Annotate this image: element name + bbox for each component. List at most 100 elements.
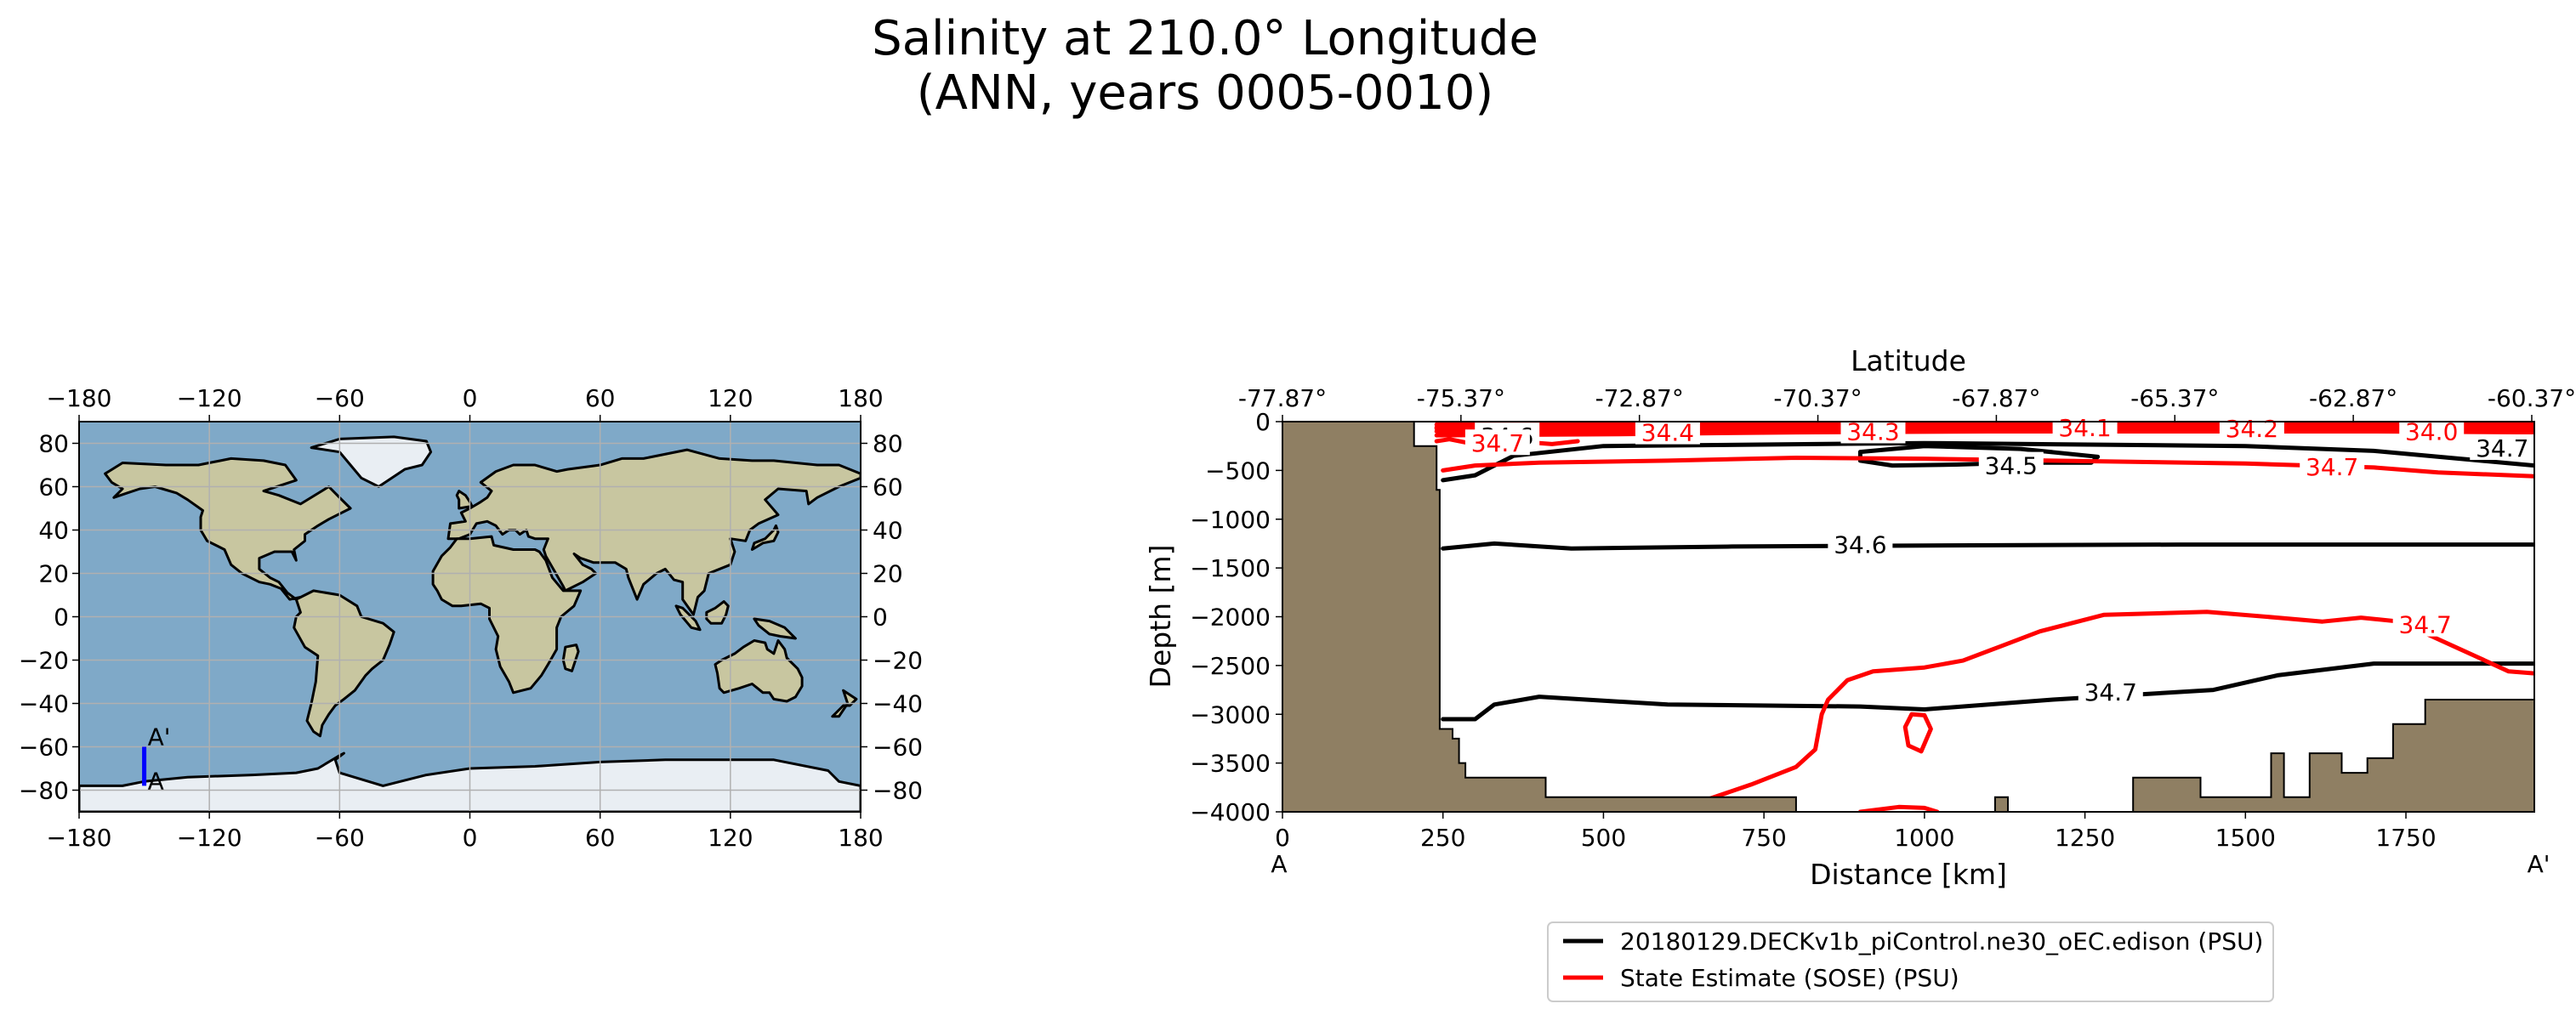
- map-landmass-north-america: [104, 456, 352, 601]
- map-right-tick-label: −80: [873, 777, 923, 805]
- contour-label-bg: [2219, 415, 2284, 441]
- map-right-tick-label: 0: [873, 604, 888, 632]
- top-tick-label: -75.37°: [1417, 384, 1505, 412]
- y-tick-label: −500: [1205, 456, 1271, 485]
- x-tick-label: 1250: [2055, 824, 2115, 852]
- obs-contour-label: 34.1: [2058, 414, 2111, 442]
- top-tick-label: -62.87°: [2309, 384, 2397, 412]
- top-tick-label: -70.37°: [1773, 384, 1862, 412]
- y-axis-label: Depth [m]: [1144, 545, 1177, 689]
- map-left-tick-label: 40: [38, 517, 69, 545]
- top-tick-label: -67.87°: [1952, 384, 2040, 412]
- model-contour-label: 34.5: [1985, 452, 2038, 480]
- obs-contour-label: 34.7: [1471, 429, 1524, 457]
- model-contour-label: 34.7: [2084, 678, 2137, 706]
- x-tick-label: 0: [1275, 824, 1290, 852]
- map-bottom-tick-label: −60: [315, 824, 365, 852]
- contour-label-bg: [1978, 451, 2044, 478]
- x-tick-label: 750: [1741, 824, 1786, 852]
- model-contour-label: 34.7: [2476, 434, 2528, 462]
- map-left-tick-label: −60: [19, 734, 69, 762]
- obs-contour-line: [1857, 804, 1940, 812]
- map-landmass-south-america: [293, 589, 395, 738]
- map-landmass-sumatra: [674, 604, 702, 632]
- figure-title-line2: (ANN, years 0005-0010): [917, 65, 1494, 121]
- contour-label-bg: [1635, 418, 1700, 445]
- map-landmass-eurasia: [446, 448, 861, 616]
- map-landmass-japan: [750, 524, 780, 551]
- map-landmass-borneo: [705, 600, 730, 625]
- map-bottom-tick-label: 0: [463, 824, 478, 852]
- obs-contour-line: [1434, 422, 2534, 427]
- map-right-tick-label: 80: [873, 430, 903, 458]
- map-top-tick-label: −120: [177, 384, 242, 412]
- map-right-tick-label: −40: [873, 690, 923, 718]
- map-bottom-tick-label: 180: [838, 824, 883, 852]
- contour-label-bg: [1464, 429, 1530, 456]
- y-tick-label: −1500: [1190, 554, 1271, 582]
- top-tick-label: -77.87°: [1238, 384, 1327, 412]
- map-panel: A' A −180 −180 −120 −120 −60 −60 0 0 60 60 120 120 18…: [19, 384, 923, 852]
- y-tick-label: −2500: [1190, 652, 1271, 680]
- top-tick-label: -60.37°: [2488, 384, 2576, 412]
- obs-contour-label: 34.7: [2399, 611, 2452, 639]
- model-contour-line: [1441, 541, 2534, 551]
- y-tick-label: −3500: [1190, 750, 1271, 778]
- contour-label-bg: [2078, 678, 2143, 704]
- model-contour-line: [1441, 661, 2534, 722]
- map-left-tick-label: −20: [19, 647, 69, 675]
- x-axis-label: Distance [km]: [1810, 858, 2007, 891]
- x-tick-label: 500: [1581, 824, 1626, 852]
- model-contour-line: [1441, 440, 2534, 483]
- obs-contour-label: 34.4: [1641, 419, 1694, 447]
- map-left-tick-label: 0: [54, 604, 69, 632]
- map-left-tick-label: 60: [38, 473, 69, 502]
- contour-label-bg: [1828, 530, 1893, 557]
- map-bottom-tick-label: 60: [585, 824, 616, 852]
- map-bottom-tick-label: −120: [177, 824, 242, 852]
- y-tick-label: −1000: [1190, 506, 1271, 534]
- map-right-tick-label: 60: [873, 473, 903, 502]
- map-ticks: −180 −180 −120 −120 −60 −60 0 0 60 60 120 120 180 180…: [19, 384, 923, 852]
- x-tick-label: 250: [1420, 824, 1465, 852]
- map-bottom-tick-label: −180: [47, 824, 112, 852]
- map-landmass-new-zealand: [831, 689, 858, 718]
- obs-contour-line: [1441, 456, 2534, 479]
- section-end-marker: A': [148, 723, 171, 751]
- top-tick-label: -65.37°: [2130, 384, 2219, 412]
- legend-entry-model: 20180129.DECKv1b_piControl.ne30_oEC.edis…: [1620, 927, 2263, 955]
- top-axis-label: Latitude: [1851, 344, 1966, 377]
- map-right-tick-label: 40: [873, 517, 903, 545]
- map-top-tick-label: 60: [585, 384, 616, 412]
- map-grid: [79, 422, 861, 812]
- obs-contour-label: 34.7: [2306, 453, 2358, 481]
- section-line: A' A: [142, 723, 171, 795]
- contour-label-bg: [2300, 452, 2365, 479]
- map-landmass-new-guinea: [753, 617, 797, 640]
- section-start-label: A: [1271, 850, 1287, 878]
- legend-entry-obs: State Estimate (SOSE) (PSU): [1620, 964, 1959, 992]
- map-landmass-greenland: [310, 435, 433, 488]
- map-top-tick-label: 0: [463, 384, 478, 412]
- section-end-label: A': [2528, 850, 2550, 878]
- y-tick-label: −2000: [1190, 604, 1271, 632]
- map-top-tick-label: 120: [708, 384, 753, 412]
- map-top-tick-label: −60: [315, 384, 365, 412]
- x-tick-label: 1750: [2375, 824, 2436, 852]
- section-start-marker: A: [148, 767, 164, 795]
- bathymetry-land: [1282, 422, 2534, 812]
- model-contour-label: 34.6: [1834, 531, 1886, 559]
- map-left-tick-label: 20: [38, 560, 69, 588]
- contour-label-bg: [2052, 413, 2118, 439]
- section-ticks: 0 250 500 750 1000 1250 1500 1750 0 −500 −1000 −150…: [1190, 384, 2576, 852]
- figure-title-line1: Salinity at 210.0° Longitude: [872, 11, 1538, 66]
- map-landmass-uk: [455, 490, 474, 510]
- legend: 20180129.DECKv1b_piControl.ne30_oEC.edis…: [1547, 921, 2274, 1002]
- obs-contour-line: [1902, 712, 1933, 754]
- section-panel: 34.634.534.734.634.734.434.334.134.234.0…: [1144, 344, 2576, 891]
- y-tick-label: 0: [1255, 408, 1271, 436]
- contour-label-bg: [2470, 434, 2535, 460]
- top-tick-label: -72.87°: [1595, 384, 1684, 412]
- map-left-tick-label: −40: [19, 690, 69, 718]
